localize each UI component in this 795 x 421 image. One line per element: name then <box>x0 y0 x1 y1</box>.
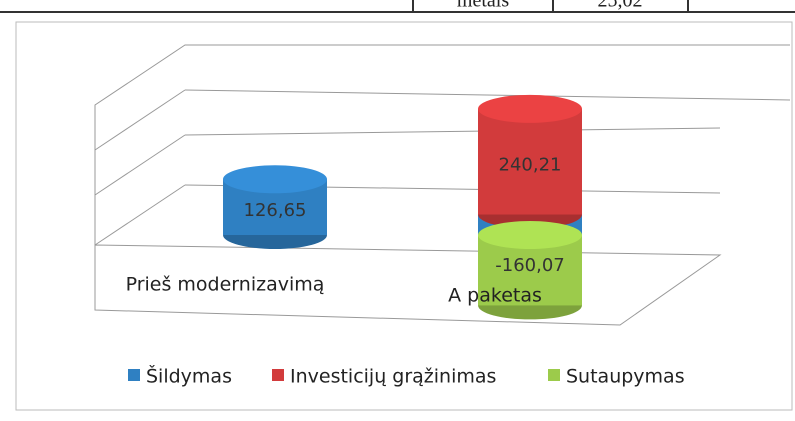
value-label: 240,21 <box>499 155 562 176</box>
legend-swatch <box>548 369 560 381</box>
cylinder-top <box>478 94 582 123</box>
cylinder-segment <box>478 221 582 320</box>
cylinder-top <box>478 221 582 249</box>
value-label: -160,07 <box>495 255 564 276</box>
legend-swatch <box>272 369 284 381</box>
cylinder-segment <box>478 94 582 229</box>
legend-swatch <box>128 369 140 381</box>
table-cell: 25,02 <box>598 0 643 12</box>
table-fragment: metais 25,02 <box>0 0 795 13</box>
legend-label: Sutaupymas <box>566 366 685 388</box>
x-tick-label: A paketas <box>448 285 542 307</box>
value-label: 126,65 <box>244 200 307 221</box>
cylinder-segment <box>223 165 327 249</box>
table-cell: metais <box>457 0 509 12</box>
cylinder-body <box>478 108 582 215</box>
chart-frame <box>15 21 793 411</box>
cylinder-top <box>223 165 327 194</box>
x-tick-label: Prieš modernizavimą <box>126 274 325 296</box>
legend-label: Šildymas <box>146 364 232 388</box>
legend-label: Investicijų grąžinimas <box>290 366 496 388</box>
